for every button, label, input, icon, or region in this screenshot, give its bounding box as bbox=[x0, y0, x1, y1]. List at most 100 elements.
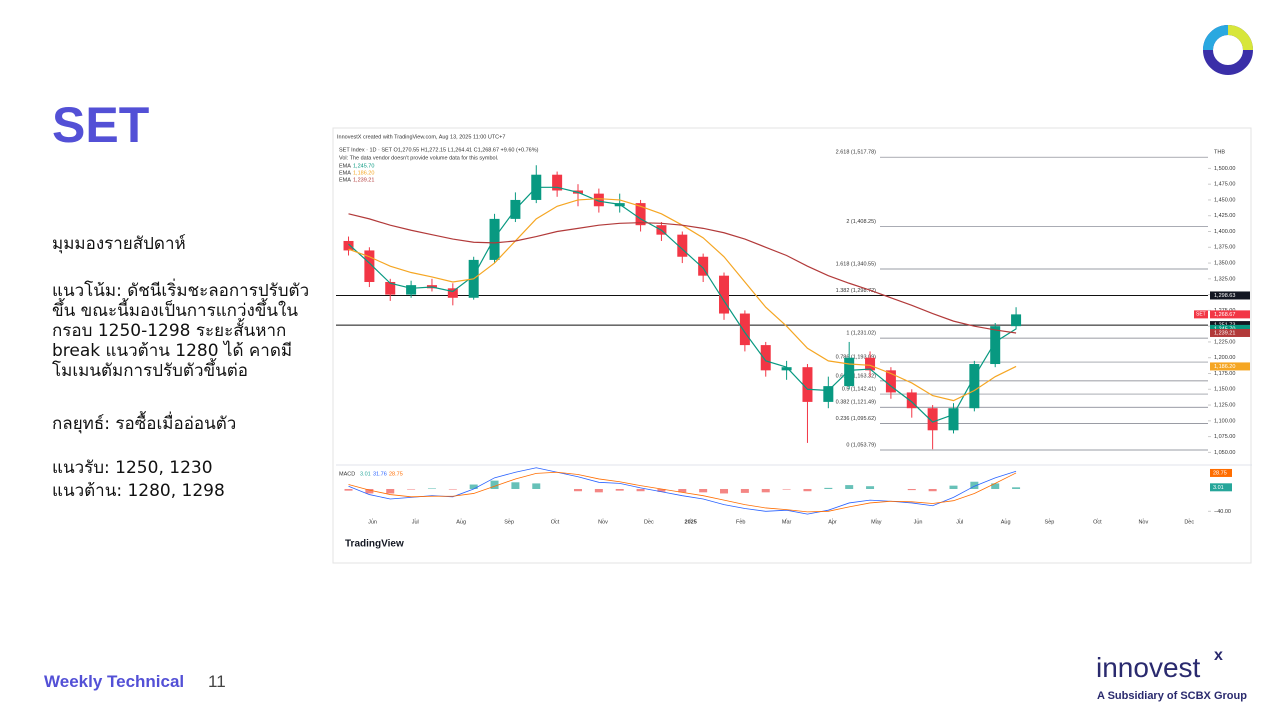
x-tick-label: Oct bbox=[551, 519, 560, 525]
candle-body bbox=[593, 193, 604, 207]
y-tick-label: 1,125.00 bbox=[1214, 403, 1235, 409]
fib-label: 1.382 (1,298.72) bbox=[836, 288, 877, 294]
macd-hist bbox=[720, 488, 729, 494]
ema-tag: 1,239.21 bbox=[1214, 330, 1235, 336]
trend-line: break แนวต้าน 1280 ได้ คาดมี bbox=[52, 341, 293, 361]
candle-body bbox=[760, 345, 771, 371]
x-tick-label: Feb bbox=[736, 519, 745, 525]
brand-sub: A Subsidiary of SCBX Group bbox=[1097, 690, 1247, 702]
y-tick-label: 1,225.00 bbox=[1214, 339, 1235, 345]
macd-legend-value: 3.01 bbox=[360, 471, 371, 477]
legend-name: EMA bbox=[339, 170, 351, 176]
y-tick-label: 1,075.00 bbox=[1214, 434, 1235, 440]
ema-tag-bg bbox=[1210, 362, 1250, 371]
y-tick-label: 1,450.00 bbox=[1214, 197, 1235, 203]
macd-hist bbox=[970, 481, 979, 489]
x-tick-label: Aug bbox=[1001, 519, 1011, 525]
candle-body bbox=[927, 408, 938, 431]
macd-tag: 3.01 bbox=[1213, 485, 1224, 491]
strategy: กลยุทธ์: รอซื้อเมื่ออ่อนตัว bbox=[52, 414, 237, 434]
price-tag: 1,268.67 bbox=[1214, 312, 1235, 318]
legend-value: 1,245.70 bbox=[353, 163, 374, 169]
logo-arc bbox=[1203, 25, 1229, 51]
macd-hist bbox=[511, 482, 520, 489]
legend-value: 1,239.21 bbox=[353, 177, 374, 183]
fib-label: 1 (1,231.02) bbox=[846, 331, 876, 337]
y-tick-label: 1,200.00 bbox=[1214, 355, 1235, 361]
y-tick-label: 1,150.00 bbox=[1214, 387, 1235, 393]
macd-hist bbox=[678, 488, 687, 493]
ema-tag-bg bbox=[1210, 324, 1250, 333]
chart-credit: InnovestX created with TradingView.com, … bbox=[337, 134, 505, 140]
y-tick-label: 1,425.00 bbox=[1214, 213, 1235, 219]
x-tick-label: Nov bbox=[1138, 519, 1148, 525]
ema-line bbox=[348, 186, 1017, 423]
candle-body bbox=[844, 357, 855, 387]
macd-line bbox=[348, 471, 1017, 513]
y-tick-label: 1,350.00 bbox=[1214, 261, 1235, 267]
macd-hist bbox=[594, 488, 603, 493]
macd-hist bbox=[866, 486, 875, 489]
candle-body bbox=[781, 367, 792, 371]
y-tick-label: 1,400.00 bbox=[1214, 229, 1235, 235]
y-tick-label: 1,325.00 bbox=[1214, 276, 1235, 282]
brand: innovest bbox=[1096, 652, 1201, 683]
y-tick-label: 1,500.00 bbox=[1214, 166, 1235, 172]
fib-label: 0.236 (1,095.62) bbox=[836, 416, 877, 422]
macd-hist bbox=[824, 487, 833, 489]
x-tick-label: Jul bbox=[412, 519, 419, 525]
candle-body bbox=[948, 408, 959, 431]
macd-hist bbox=[907, 488, 916, 491]
fib-label: 0 (1,053.79) bbox=[846, 442, 876, 448]
candle-body bbox=[343, 240, 354, 251]
fib-label: 0.382 (1,121.49) bbox=[836, 400, 877, 406]
trend-line: ขึ้น ขณะนี้มองเป็นการแกว่งขึ้นใน bbox=[52, 301, 298, 321]
macd-tag-bg bbox=[1210, 483, 1232, 492]
logo bbox=[1203, 25, 1253, 75]
x-tick-label: Sep bbox=[504, 519, 514, 525]
candle-body bbox=[885, 370, 896, 393]
trend-line: โมเมนตัมการปรับตัวขึ้นต่อ bbox=[52, 361, 248, 381]
currency: THB bbox=[1214, 149, 1225, 155]
macd-hist bbox=[573, 488, 582, 492]
fib-label: 0.618 (1,163.32) bbox=[836, 373, 877, 379]
macd-hist bbox=[407, 488, 416, 490]
candle-body bbox=[406, 285, 417, 295]
macd-tag-bg bbox=[1210, 468, 1232, 477]
logo-arc bbox=[1227, 25, 1253, 51]
candle-body bbox=[865, 357, 876, 371]
macd-hist bbox=[699, 488, 708, 493]
trend-text: แนวโน้ม: ดัชนีเริ่มชะลอการปรับตัว ขึ้น ขณ… bbox=[52, 281, 309, 381]
page-number: 11 bbox=[208, 672, 226, 691]
x-tick-label: Aug bbox=[456, 519, 466, 525]
macd-hist bbox=[991, 483, 1000, 489]
macd-hist bbox=[386, 488, 395, 494]
y-tick-label: 1,375.00 bbox=[1214, 245, 1235, 251]
x-tick-label: Mar bbox=[782, 519, 792, 525]
macd-hist bbox=[928, 488, 937, 492]
legend-name: EMA bbox=[339, 163, 351, 169]
macd-tag: 28.75 bbox=[1213, 470, 1227, 476]
support: แนวรับ: 1250, 1230 bbox=[52, 458, 213, 478]
candle-body bbox=[823, 386, 834, 402]
candle-body bbox=[1011, 314, 1022, 327]
level-tag: 1,298.63 bbox=[1214, 293, 1235, 299]
fib-label: 0.5 (1,142.41) bbox=[842, 387, 876, 393]
x-tick-label: May bbox=[871, 519, 882, 525]
macd-hist bbox=[427, 488, 436, 489]
candle-body bbox=[385, 281, 396, 295]
level-tag-bg bbox=[1210, 291, 1250, 300]
x-tick-label: Dec bbox=[1184, 519, 1194, 525]
x-tick-label: Jun bbox=[368, 519, 377, 525]
macd-hist bbox=[469, 484, 478, 489]
resistance: แนวต้าน: 1280, 1298 bbox=[52, 481, 225, 501]
brand-mark: x bbox=[1214, 647, 1223, 664]
candle-body bbox=[969, 364, 980, 409]
macd-hist bbox=[636, 488, 645, 492]
x-tick-label: Dec bbox=[644, 519, 654, 525]
fib-label: 2 (1,408.25) bbox=[846, 219, 876, 225]
macd-hist bbox=[845, 485, 854, 489]
y-tick-label: 1,475.00 bbox=[1214, 182, 1235, 188]
